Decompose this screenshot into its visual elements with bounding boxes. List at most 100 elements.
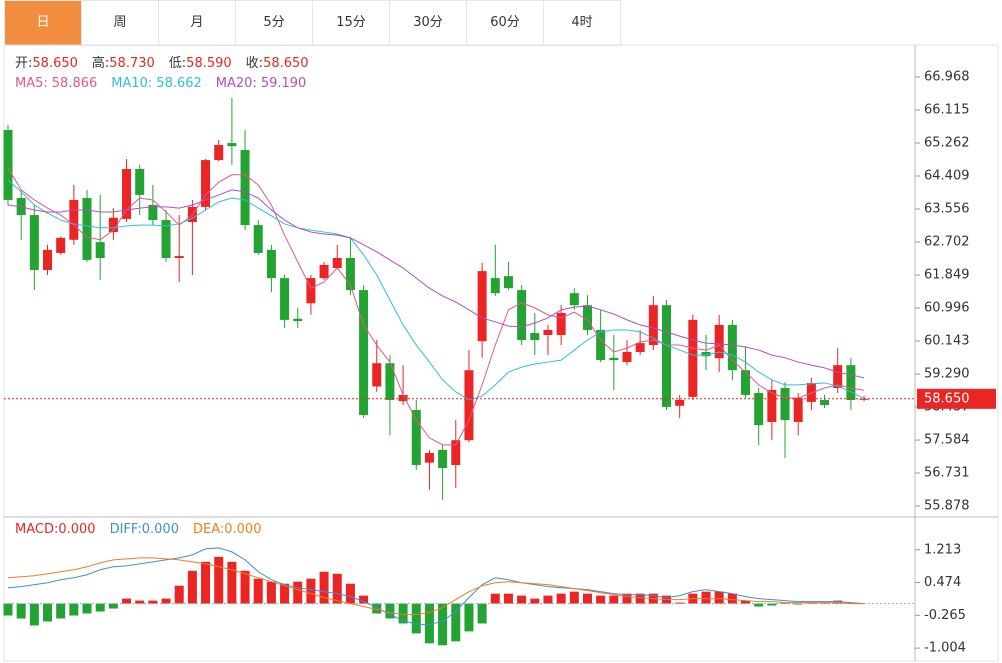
candle-body [69, 199, 79, 240]
candle-body [266, 249, 276, 279]
macd-bar [556, 593, 566, 604]
candle-body [793, 398, 803, 423]
candle-body [174, 256, 184, 258]
y-tick-label: 60.996 [924, 301, 970, 316]
candle-body [609, 357, 619, 361]
candle-body [451, 440, 461, 465]
candle-body [161, 220, 171, 258]
macd-bar [727, 593, 737, 604]
candle-body [319, 264, 329, 279]
candle-body [332, 257, 342, 269]
candle-body [372, 363, 382, 387]
candle-body [95, 242, 105, 258]
candle-body [556, 312, 566, 335]
period-tab[interactable]: 日 [4, 0, 82, 46]
candle-body [503, 276, 513, 289]
macd-bar [833, 600, 843, 604]
legend-value: 58.866 [52, 76, 98, 91]
series-line [7, 189, 865, 379]
candle-body [306, 278, 316, 304]
candle-body [280, 278, 290, 320]
candle-body [727, 324, 737, 371]
macd-bar [569, 591, 579, 604]
legend-value: 0.000 [142, 522, 179, 537]
macd-bar [741, 600, 751, 604]
candle-body [543, 329, 553, 335]
candle-body [490, 278, 500, 294]
macd-bar [517, 595, 527, 604]
macd-bar [280, 583, 290, 604]
candle-body [411, 410, 421, 465]
candle-body [780, 387, 790, 421]
macd-bar [385, 603, 395, 619]
macd-bar [424, 603, 434, 644]
y-tick-label: -1.004 [924, 641, 966, 656]
macd-bar [359, 595, 369, 604]
macd-bar [754, 603, 764, 607]
y-tick-label: 57.584 [924, 433, 970, 448]
macd-bar [56, 603, 66, 619]
candle-body [688, 319, 698, 397]
legend: MA5: 58.866 MA10: 58.662 MA20: 59.190 [15, 76, 306, 91]
info-value: 58.590 [186, 56, 232, 71]
info-label: 高: [92, 55, 109, 71]
candle-body [596, 329, 606, 361]
y-tick-label: 66.968 [924, 69, 970, 84]
macd-bar [609, 595, 619, 604]
macd-bar [161, 598, 171, 604]
candle-body [820, 399, 830, 406]
y-tick-label: 0.474 [924, 575, 961, 590]
macd-bar [635, 593, 645, 604]
macd-bar [306, 578, 316, 604]
candle-body [635, 343, 645, 352]
info-label: 收: [246, 56, 263, 71]
candle-body [359, 290, 369, 416]
macd-bar [122, 598, 132, 604]
macd-bar [675, 602, 685, 604]
candle-body [253, 225, 263, 253]
candle-body [214, 145, 224, 161]
candle-body [833, 365, 843, 388]
legend-value: 58.662 [156, 76, 202, 91]
macd-bar [714, 591, 724, 604]
candle-body [240, 150, 250, 226]
y-tick-label: 65.262 [924, 135, 970, 150]
candle-body [714, 324, 724, 359]
legend-name: MA20: [216, 76, 257, 91]
macd-bar [451, 603, 461, 642]
candle-body [108, 217, 118, 233]
candle-body [701, 351, 711, 357]
candle-body [517, 290, 527, 341]
macd-bar [438, 603, 448, 646]
macd-bar [108, 603, 118, 609]
candle-body [201, 160, 211, 207]
candle-body [82, 198, 92, 260]
candle-body [438, 449, 448, 469]
macd-bar [43, 603, 53, 622]
candle-body [846, 365, 856, 400]
macd-bar [135, 600, 145, 604]
macd-bar [701, 591, 711, 604]
y-tick-label: 59.290 [924, 367, 970, 382]
candle-body [741, 370, 751, 395]
legend-name: MA10: [111, 76, 152, 91]
macd-bar [293, 581, 303, 604]
info-label: 低: [169, 56, 186, 71]
candle-body [424, 452, 434, 463]
candle-body [398, 394, 408, 402]
candle-body [806, 382, 816, 402]
legend: MACD:0.000 DIFF:0.000 DEA:0.000 [15, 522, 261, 537]
macd-bar [240, 570, 250, 604]
y-tick-label: 66.115 [924, 102, 970, 117]
macd-bar [319, 571, 329, 604]
macd-bar [530, 598, 540, 604]
y-tick-label: 60.143 [924, 334, 970, 349]
y-tick-label: 61.849 [924, 268, 970, 283]
macd-bar [332, 573, 342, 604]
candle-body [530, 333, 540, 341]
legend-name: DEA: [193, 522, 224, 537]
macd-bar [201, 561, 211, 604]
candle-body [135, 168, 145, 195]
